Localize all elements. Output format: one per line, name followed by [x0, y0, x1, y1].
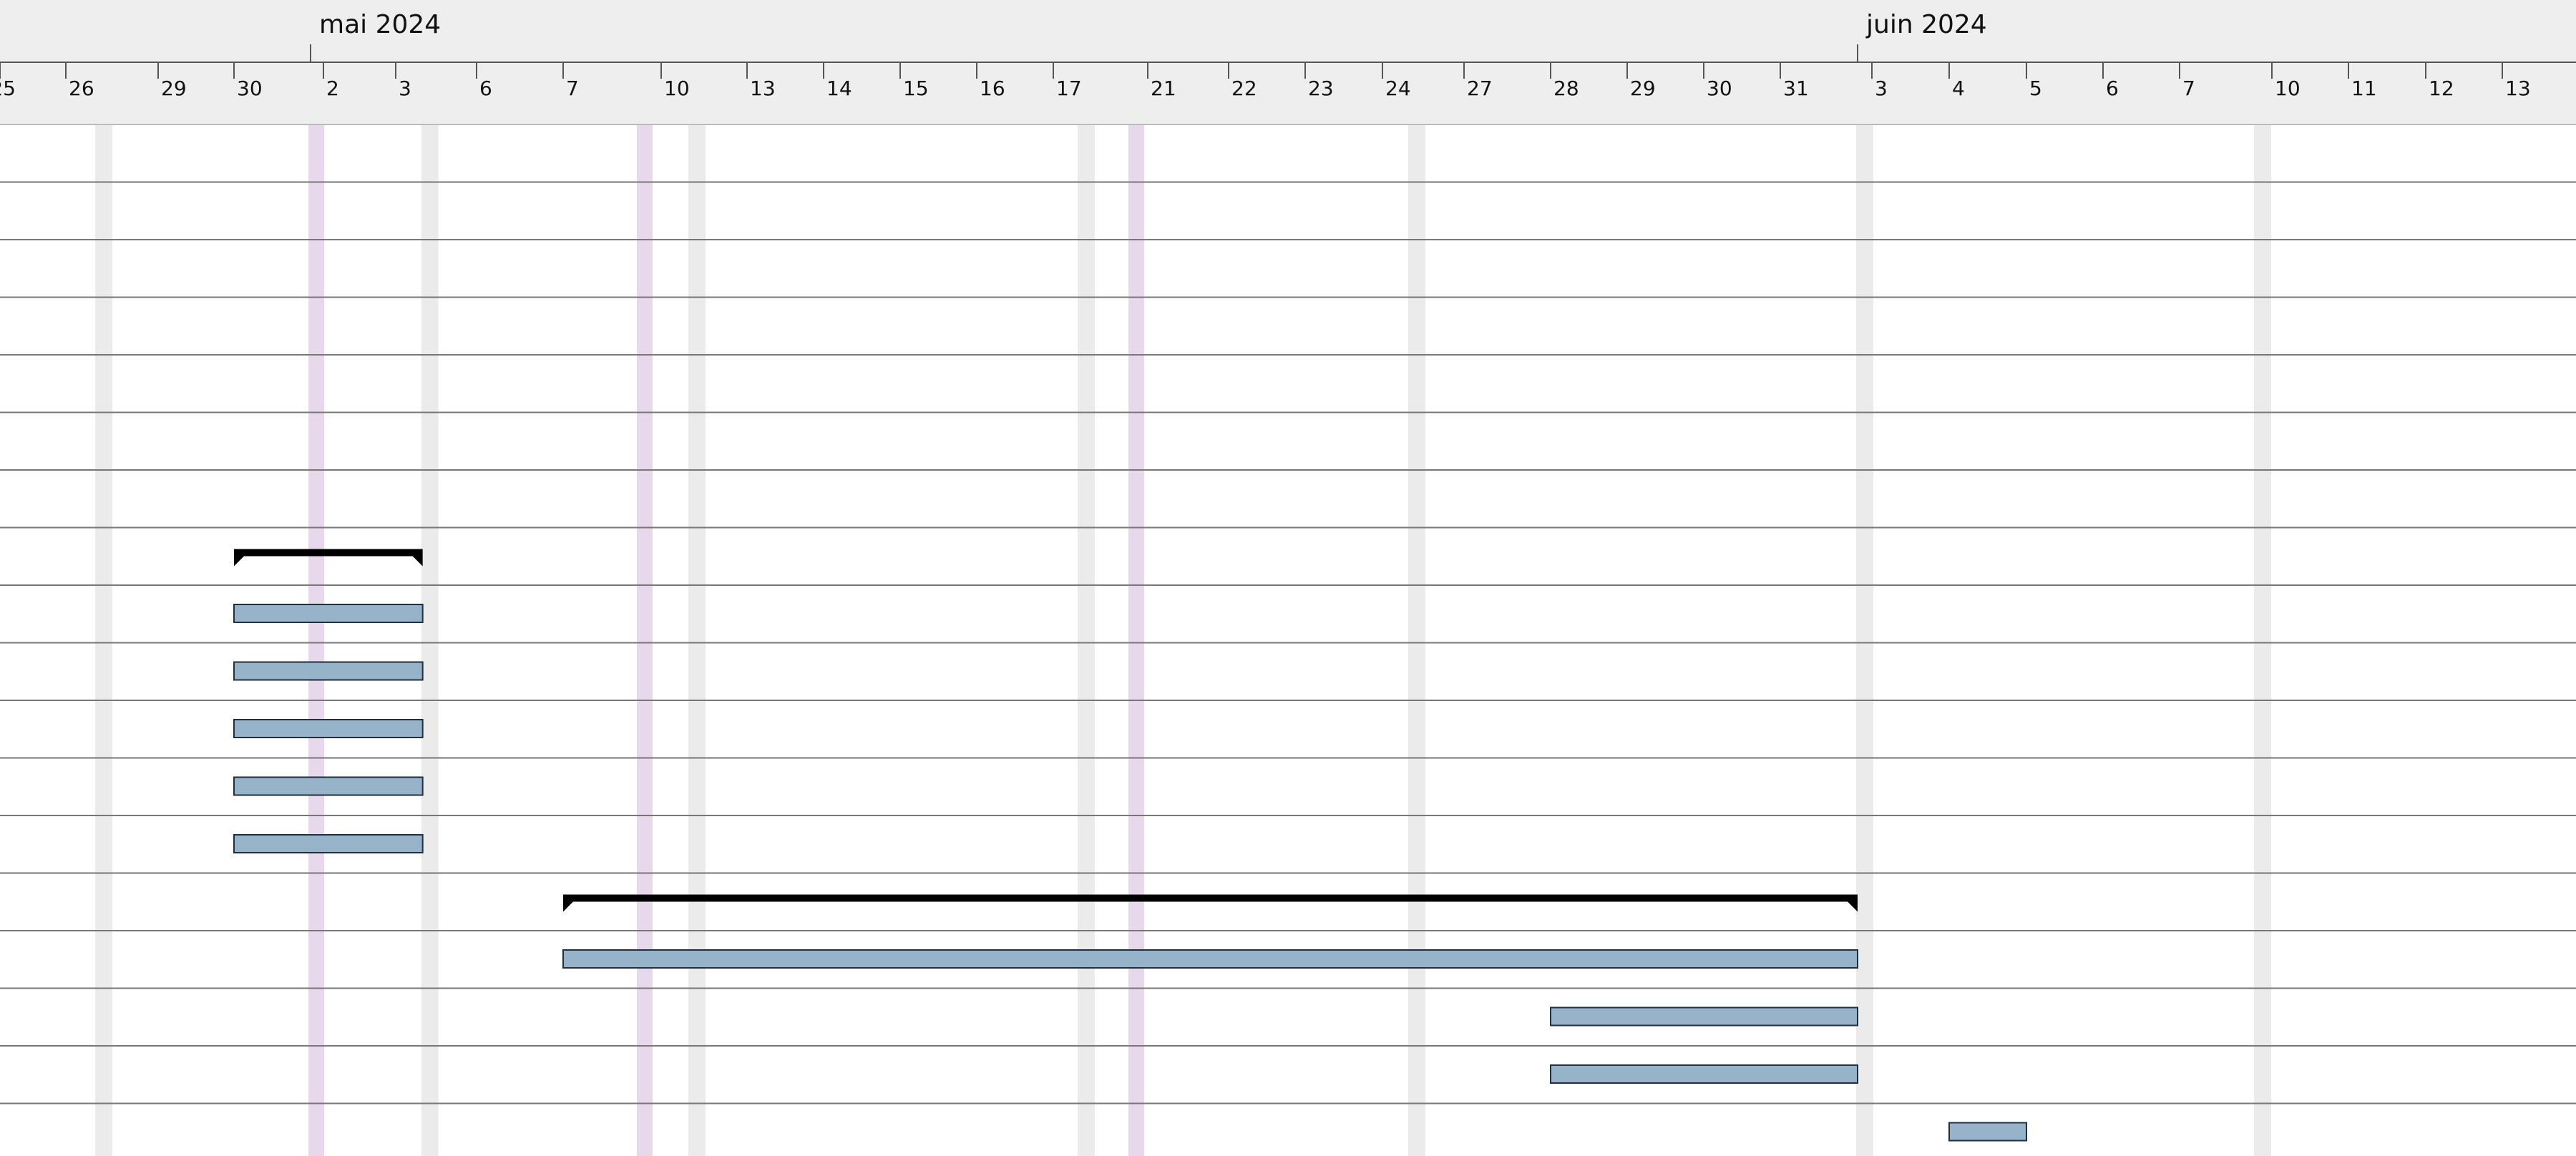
summary-bar-0: [234, 549, 423, 567]
day-tick-label-13: 17: [1056, 77, 1082, 100]
day-tick-label-16: 23: [1308, 77, 1334, 100]
weekend-band-2: [688, 124, 706, 1156]
weekend-band-3: [1078, 124, 1095, 1156]
day-tick-label-18: 27: [1467, 77, 1493, 100]
task-bar-3: [233, 719, 424, 738]
day-tick-label-25: 5: [2029, 77, 2042, 100]
task-bar-10: [1948, 1122, 2027, 1142]
day-tick-label-15: 22: [1231, 77, 1257, 100]
day-tick-label-30: 12: [2429, 77, 2454, 100]
day-tick-label-29: 11: [2351, 77, 2377, 100]
holiday-band-1: [637, 124, 653, 1156]
day-tick-label-2: 29: [161, 77, 187, 100]
month-label-1: juin 2024: [1865, 10, 1987, 39]
day-tick-label-7: 7: [566, 77, 579, 100]
day-tick-label-22: 31: [1783, 77, 1809, 100]
day-tick-label-20: 29: [1630, 77, 1656, 100]
day-tick-label-11: 15: [903, 77, 929, 100]
weekend-band-1: [421, 124, 439, 1156]
holiday-band-2: [1128, 124, 1144, 1156]
day-tick-label-10: 14: [826, 77, 852, 100]
weekend-band-6: [2254, 124, 2271, 1156]
task-bar-1: [233, 604, 424, 623]
holiday-band-0: [308, 124, 324, 1156]
day-tick-label-4: 2: [326, 77, 339, 100]
chart-body-bg: [0, 124, 2576, 1156]
task-bar-8: [1550, 1006, 1858, 1027]
summary-bar-6: [563, 894, 1858, 912]
day-tick-label-0: 25: [0, 77, 16, 100]
weekend-band-4: [1408, 124, 1425, 1156]
month-label-0: mai 2024: [319, 10, 441, 39]
day-tick-label-6: 6: [479, 77, 492, 100]
task-bar-4: [233, 776, 424, 796]
day-tick-label-26: 6: [2106, 77, 2119, 100]
day-tick-label-21: 30: [1707, 77, 1732, 100]
day-tick-label-5: 3: [399, 77, 411, 100]
day-tick-label-14: 21: [1151, 77, 1176, 100]
weekend-band-0: [95, 124, 112, 1156]
day-tick-label-28: 10: [2275, 77, 2301, 100]
day-tick-label-12: 16: [980, 77, 1005, 100]
day-tick-label-9: 13: [750, 77, 776, 100]
day-tick-label-1: 26: [69, 77, 94, 100]
task-bar-5: [233, 834, 424, 853]
day-tick-label-17: 24: [1385, 77, 1411, 100]
day-tick-label-24: 4: [1952, 77, 1965, 100]
day-tick-label-31: 13: [2505, 77, 2531, 100]
weekend-band-5: [1856, 124, 1873, 1156]
day-tick-label-19: 28: [1553, 77, 1579, 100]
day-tick-label-23: 3: [1875, 77, 1888, 100]
task-bar-7: [562, 949, 1858, 969]
day-tick-label-27: 7: [2182, 77, 2195, 100]
day-tick-label-3: 30: [237, 77, 263, 100]
task-bar-9: [1550, 1064, 1858, 1084]
task-bar-2: [233, 661, 424, 681]
day-tick-label-8: 10: [664, 77, 690, 100]
